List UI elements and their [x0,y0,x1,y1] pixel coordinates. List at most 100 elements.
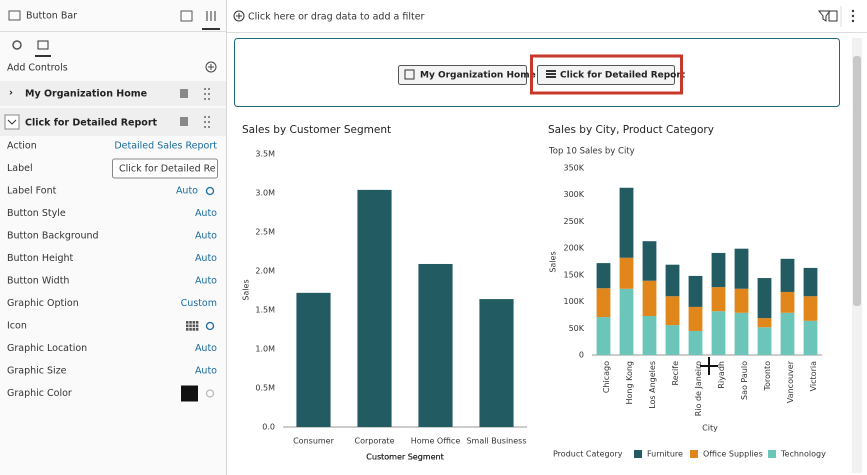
property-label: Graphic Option [7,298,79,309]
property-value[interactable]: Auto [176,186,198,197]
property-value[interactable]: Auto [195,253,217,264]
icon-cell [186,324,189,328]
bar-segment [642,315,657,355]
y-tick-label: 350K [563,164,584,173]
bar-segment [757,327,772,355]
icon-cell [189,324,192,328]
legend-swatch[interactable] [768,450,776,458]
properties-icon[interactable] [206,11,216,21]
property-value[interactable]: Auto [195,276,217,287]
filter-icon[interactable] [817,10,832,22]
collapse-chevron[interactable] [4,114,20,130]
property-label: Graphic Size [7,366,67,377]
legend-label[interactable]: Furniture [647,450,683,459]
filter-placeholder[interactable]: Click here or drag data to add a filter [248,12,425,23]
bar-segment [711,252,726,288]
reset-icon[interactable] [205,186,215,196]
icon-cell [192,324,196,328]
chart-subtitle: Top 10 Sales by City [548,147,635,157]
property-label: Button Background [7,231,99,242]
property-label: Action [7,141,37,152]
bar-segment [665,325,680,355]
y-tick-label: 150K [563,270,584,279]
bar-segment [642,280,657,316]
bar-segment [619,187,634,258]
color-swatch[interactable] [181,385,198,402]
settings-tab[interactable] [12,40,22,50]
grid-icon [546,70,556,78]
bar-segment [711,311,726,355]
x-axis-title: Customer Segment [366,453,443,462]
bar-segment [596,317,611,355]
y-tick-label: 1.0M [255,345,275,354]
property-label: Button Height [7,253,74,264]
property-value[interactable]: Detailed Sales Report [114,141,217,152]
bar-segment [780,312,795,355]
bar-segment [734,288,749,313]
canvas-button[interactable] [398,65,527,85]
legend-label[interactable]: Technology [780,450,826,459]
bar-segment [665,296,680,326]
property-label: Button Width [7,276,69,287]
x-tick-label: Chicago [602,361,611,393]
property-value[interactable]: Auto [195,366,217,377]
y-tick-label: 3.5M [255,150,275,159]
icon-cell [189,321,192,324]
y-tick-label: 250K [563,217,584,226]
more-menu[interactable] [851,9,855,23]
bar [479,299,514,427]
control-row[interactable] [0,108,226,136]
x-tick-label: Vancouver [786,360,795,403]
property-value[interactable]: Custom [181,298,217,309]
canvas-button[interactable] [537,65,675,85]
legend-label[interactable]: Office Supplies [703,450,763,459]
x-axis-title: Customer Segment [366,453,443,462]
add-button[interactable] [205,61,217,73]
reset-icon[interactable] [205,321,215,331]
expand-chevron[interactable]: › [9,88,13,99]
property-value[interactable]: Auto [195,231,217,242]
row-icons[interactable] [180,88,210,128]
bar-segment [734,312,749,355]
x-tick-label: Victoria [809,361,818,391]
panel-icon [8,10,21,21]
add-filter-icon[interactable] [233,10,245,22]
icon-cell [195,328,199,331]
icon-cell [186,321,189,324]
legend-swatch[interactable] [634,450,642,458]
controls-tab[interactable] [37,40,49,50]
grid-toggle[interactable] [828,10,838,22]
y-axis-title: Sales [549,251,558,272]
x-axis-title: Customer Segment [366,453,443,462]
control-row[interactable] [0,81,226,106]
property-label: Icon [7,321,27,332]
x-axis-title: City [702,424,718,433]
bar-segment [734,248,749,289]
bar [418,263,453,427]
layout-icon[interactable] [180,10,193,22]
x-tick-label: Corporate [355,437,395,446]
bar-segment [757,278,772,319]
property-value[interactable]: Auto [195,208,217,219]
panel-title: Button Bar [26,11,77,22]
y-tick-label: 0 [579,351,584,360]
icon-cell [186,328,189,331]
property-label: Label [7,163,33,174]
section-title: Add Controls [7,63,68,74]
icon-cell [195,321,199,324]
highlight-box [530,54,683,95]
bar-segment [688,275,703,307]
property-value[interactable]: Auto [195,343,217,354]
icon-cell [195,324,199,328]
icon-cell [192,321,196,324]
bar-segment [642,241,657,281]
legend-swatch[interactable] [690,450,698,458]
charts: Sales by Customer Segment 0.0 0.5M 1.0M 1.5M… [242,124,827,462]
bar-segment [803,267,818,297]
y-axis-title: Sales [242,279,251,300]
scroll-thumb[interactable] [853,56,861,306]
link-icon [404,69,415,80]
icon-cell [189,328,192,331]
text-input[interactable] [112,158,218,179]
x-tick-label: Los Angeles [648,361,657,409]
